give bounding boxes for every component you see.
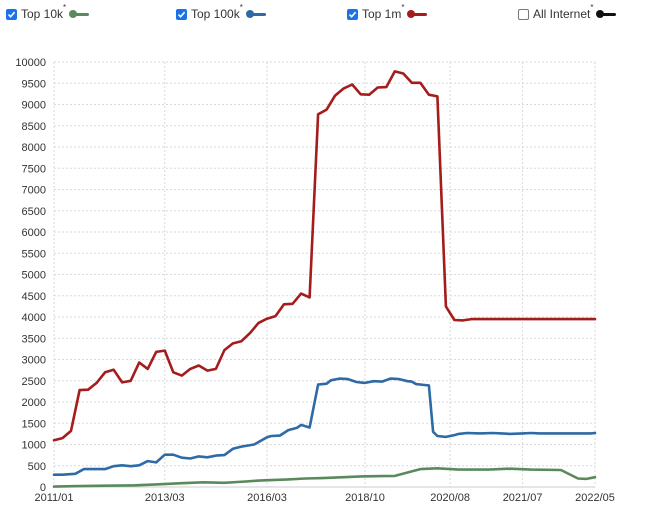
y-tick-label: 8500 [22,121,46,133]
legend-swatch: * [401,3,437,20]
legend-label: Top 1m [362,7,402,21]
legend-marker: * [590,3,594,12]
legend-label: Top 100k [191,7,240,21]
checkbox-top-100k[interactable] [176,8,187,20]
legend-line-icon [602,13,617,16]
y-tick-label: 4500 [22,291,46,303]
y-tick-label: 7500 [22,163,46,175]
y-tick-label: 3000 [22,355,46,367]
legend-line-icon [413,13,428,16]
y-tick-label: 6000 [22,227,46,239]
legend-line-icon [251,13,266,16]
legend-line-icon [75,13,90,16]
y-tick-label: 500 [28,461,46,473]
y-tick-label: 1500 [22,418,46,430]
legend-label: All Internet [533,7,591,21]
y-tick-label: 0 [40,482,46,494]
y-tick-label: 10000 [15,57,46,69]
legend-dot-icon [596,10,605,18]
x-axis: 2011/01 2013/03 2016/03 2018/10 2020/08 2021/… [35,492,615,504]
checkbox-all-internet[interactable] [518,8,529,20]
legend-swatch: * [63,3,99,20]
y-tick-label: 2500 [22,376,46,388]
y-tick-label: 9000 [22,100,46,112]
legend-item-top-100k[interactable]: Top 100k * [176,3,276,24]
legend-swatch: * [240,3,276,20]
legend-swatch: * [590,3,626,20]
legend-marker: * [401,3,405,12]
x-tick-label: 2021/07 [503,492,543,504]
y-tick-label: 3500 [22,333,46,345]
series-line-top-1m [52,70,597,442]
series-line-top-10k [52,466,597,488]
legend-dot-icon [69,10,78,18]
y-tick-label: 4000 [22,312,46,324]
legend-dot-icon [407,10,416,18]
legend-dot-icon [245,10,254,18]
legend-label: Top 10k [21,7,64,21]
legend-item-all-internet[interactable]: All Internet * [518,3,626,24]
y-tick-label: 1000 [22,440,46,452]
y-tick-label: 6500 [22,206,46,218]
checkbox-top-10k[interactable] [6,8,17,20]
checkbox-top-1m[interactable] [347,8,358,20]
y-tick-label: 9500 [22,78,46,90]
series-line-top-100k [52,377,597,477]
chart-legend: Top 10k * Top 100k * Top 1m * All Internet * [0,3,652,24]
legend-marker: * [63,3,67,12]
x-tick-label: 2013/03 [145,492,185,504]
y-tick-label: 5500 [22,248,46,260]
x-tick-label: 2022/05 [575,492,615,504]
y-tick-label: 2000 [22,397,46,409]
y-tick-label: 5000 [22,270,46,282]
x-tick-label: 2018/10 [345,492,385,504]
legend-marker: * [239,3,243,12]
y-axis: 0 500 1000 1500 2000 2500 3000 3500 4000 4500 5000… [15,57,46,494]
y-tick-label: 7000 [22,185,46,197]
x-tick-label: 2016/03 [247,492,287,504]
series-lines [52,70,597,488]
y-tick-label: 8000 [22,142,46,154]
x-tick-label: 2011/01 [35,492,74,504]
legend-item-top-1m[interactable]: Top 1m * [347,3,437,24]
grid-lines [53,61,596,488]
legend-item-top-10k[interactable]: Top 10k * [6,3,99,24]
x-tick-label: 2020/08 [430,492,470,504]
